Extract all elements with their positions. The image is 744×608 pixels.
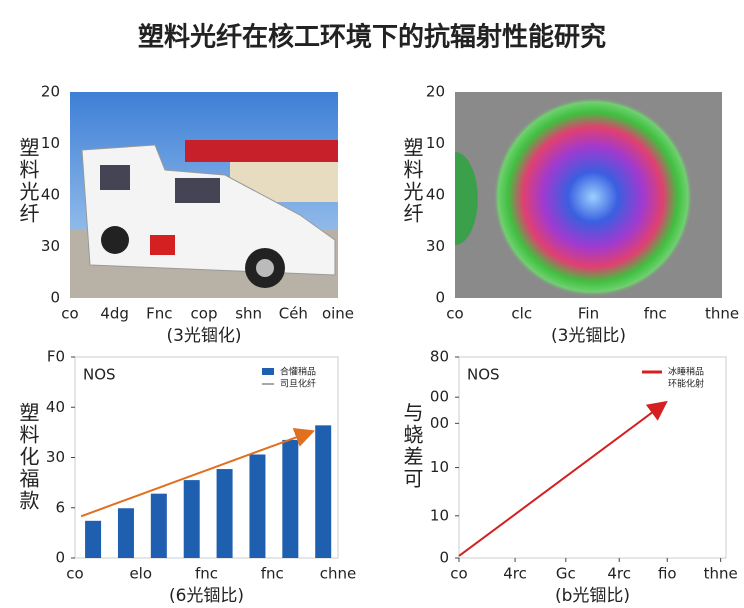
x-tick-label: thne — [704, 565, 738, 583]
bar — [117, 508, 134, 558]
x-tick-label: co — [66, 565, 83, 583]
y-axis-label: 塑料光纤 — [16, 137, 40, 225]
trend-line — [80, 427, 315, 518]
x-tick-label: Céh — [279, 305, 308, 323]
legend-label: 冰睡稍品 — [668, 366, 704, 378]
y-tick-label: 80 — [430, 348, 449, 366]
bar — [183, 480, 200, 558]
y-tick-label: 10 — [426, 134, 445, 152]
legend-label: 合懽稍品 — [280, 366, 316, 378]
y-tick-label: 20 — [41, 83, 60, 101]
x-tick-label: fnc — [644, 305, 667, 323]
spectrum-image — [455, 92, 722, 298]
x-tick-label: fio — [658, 565, 677, 583]
x-tick-label: oine — [322, 305, 354, 323]
y-tick-label: 0 — [439, 549, 449, 567]
y-tick-label: 30 — [426, 237, 445, 255]
legend-label: 司旦化纤 — [280, 378, 316, 390]
x-tick-label: Fnc — [146, 305, 172, 323]
y-tick-label: 30 — [41, 237, 60, 255]
y-axis-label: 与蛲差可 — [400, 402, 424, 490]
annotation: NOS — [467, 366, 500, 384]
bar — [282, 439, 299, 558]
bar — [249, 454, 266, 558]
x-axis-label: (b光锢比) — [555, 586, 630, 606]
x-axis-label: (6光锢比) — [169, 586, 244, 606]
y-tick-label: 0 — [55, 549, 65, 567]
y-tick-label: 6 — [55, 498, 65, 516]
y-tick-label: 20 — [426, 83, 445, 101]
y-tick-label: 40 — [46, 398, 65, 416]
y-tick-label: 10 — [41, 134, 60, 152]
y-tick-label: 0 — [435, 289, 445, 307]
x-tick-label: co — [446, 305, 463, 323]
van-photo — [70, 92, 338, 298]
x-tick-label: elo — [129, 565, 152, 583]
bar — [315, 425, 332, 558]
y-tick-label: 40 — [426, 186, 445, 204]
y-tick-label: 0 — [50, 289, 60, 307]
bar — [150, 493, 167, 558]
y-tick-label: F0 — [47, 348, 65, 366]
annotation: NOS — [83, 366, 116, 384]
x-axis-label: (3光锢比) — [551, 326, 626, 346]
x-axis-label: (3光锢化) — [166, 326, 241, 346]
y-tick-label: 10 — [430, 458, 449, 476]
y-tick-label: 10 — [430, 506, 449, 524]
title: 塑料光纤在核工环境下的抗辐射性能研究 — [138, 22, 606, 53]
legend-subtitle: 环能化射 — [668, 378, 704, 390]
y-axis-label: 塑料光纤 — [400, 137, 424, 225]
x-tick-label: fnc — [261, 565, 284, 583]
y-tick-label: 40 — [41, 186, 60, 204]
x-tick-label: thne — [705, 305, 739, 323]
x-tick-label: 4rc — [503, 565, 527, 583]
x-tick-label: shn — [235, 305, 262, 323]
x-tick-label: co — [450, 565, 467, 583]
x-tick-label: chne — [320, 565, 357, 583]
x-tick-label: cop — [191, 305, 218, 323]
legend-swatch — [262, 368, 274, 375]
x-tick-label: clc — [511, 305, 532, 323]
line — [458, 400, 668, 557]
y-tick-label: 30 — [46, 448, 65, 466]
x-tick-label: fnc — [195, 565, 218, 583]
bar — [216, 469, 233, 558]
x-tick-label: 4rc — [607, 565, 631, 583]
x-tick-label: 4dg — [100, 305, 129, 323]
plot-frame — [458, 356, 727, 559]
x-tick-label: Gc — [556, 565, 576, 583]
y-tick-label: 00 — [430, 388, 449, 406]
y-axis-label: 塑料化福款 — [16, 402, 40, 512]
y-tick-label: 00 — [430, 414, 449, 432]
x-tick-label: Fin — [578, 305, 599, 323]
bar — [85, 520, 102, 558]
x-tick-label: co — [61, 305, 78, 323]
